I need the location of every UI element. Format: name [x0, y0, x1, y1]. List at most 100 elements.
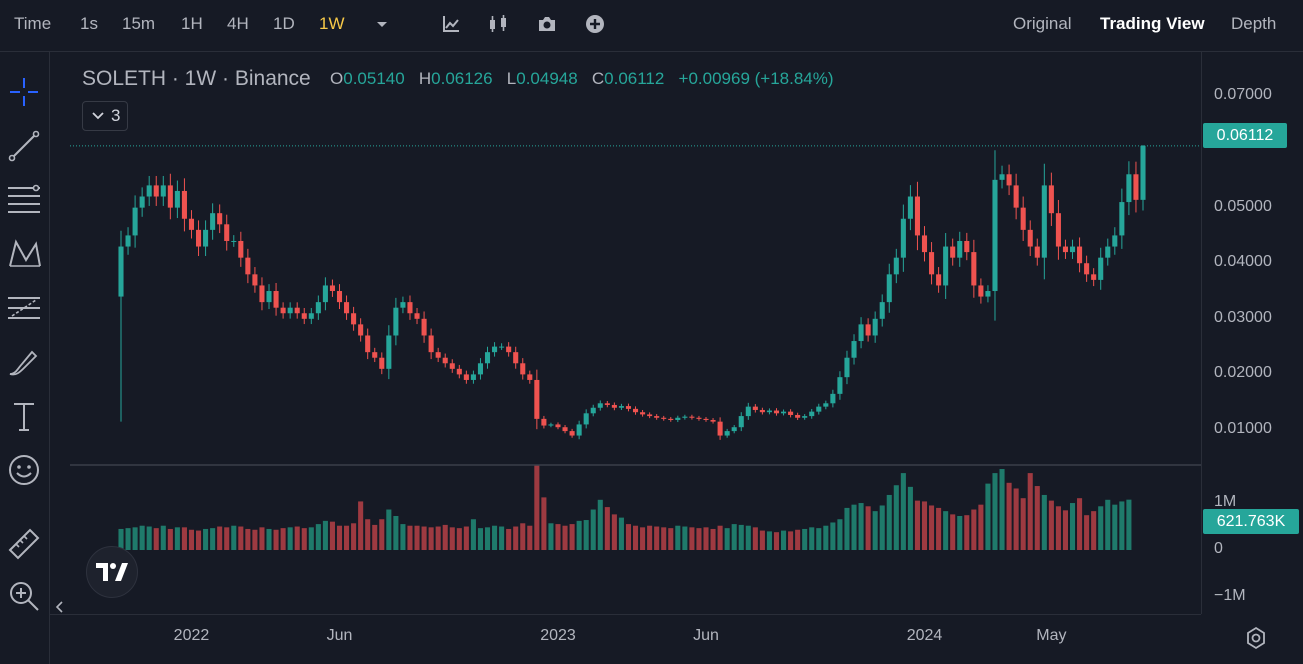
volume-bar [788, 531, 794, 550]
volume-bar [675, 525, 681, 550]
volume-bar [618, 517, 624, 550]
interval-1d[interactable]: 1D [273, 14, 295, 33]
volume-bar [936, 507, 942, 550]
interval-4h[interactable]: 4H [227, 14, 249, 33]
view-original[interactable]: Original [1013, 14, 1072, 33]
volume-bar [583, 520, 589, 550]
volume-bar [640, 527, 646, 550]
candle-body [950, 246, 956, 258]
volume-bar [287, 527, 293, 550]
pattern-icon[interactable] [6, 236, 42, 272]
candle-body [668, 418, 674, 420]
collapse-toolbar-icon[interactable] [54, 600, 66, 614]
time-tick: May [1036, 627, 1067, 644]
candle-body [210, 213, 216, 230]
candle-body [921, 235, 928, 253]
volume-bar [752, 527, 758, 550]
candle-body [773, 410, 780, 414]
candle-body [1105, 246, 1111, 258]
candle-body [344, 302, 350, 314]
time-axis[interactable] [50, 614, 1201, 664]
volume-bar [929, 505, 935, 550]
candle-body [583, 413, 589, 425]
volume-bar [893, 485, 899, 550]
view-depth[interactable]: Depth [1231, 14, 1277, 33]
candle-body [280, 307, 286, 314]
indicator-count: 3 [111, 106, 121, 125]
volume-bar [379, 519, 385, 550]
volume-bar [224, 527, 230, 550]
volume-bar [1069, 503, 1076, 550]
candle-body [301, 313, 307, 319]
trend-line-icon[interactable] [6, 128, 42, 164]
candle-body [865, 324, 871, 336]
horizontal-lines-icon[interactable] [6, 182, 42, 218]
volume-bar [1105, 499, 1111, 550]
candle-body [238, 240, 244, 258]
indicator-icon[interactable] [440, 13, 462, 35]
emoji-icon[interactable] [6, 452, 42, 488]
volume-bar [280, 528, 286, 550]
candle-body [188, 218, 195, 230]
fib-icon[interactable] [6, 290, 42, 326]
indicators-toggle-button[interactable]: 3 [82, 101, 128, 131]
plus-circle-icon[interactable] [584, 13, 606, 35]
crosshair-icon[interactable] [6, 74, 42, 110]
candle-body [978, 285, 984, 297]
interval-1w[interactable]: 1W [319, 14, 345, 33]
candle-body [484, 352, 491, 364]
interval-1h[interactable]: 1H [181, 14, 203, 33]
low-key: L [506, 69, 517, 88]
volume-bar [1112, 504, 1118, 550]
candle-body [802, 416, 808, 418]
zoom-icon[interactable] [6, 578, 42, 614]
change-value: +0.00969 (+18.84%) [678, 69, 834, 88]
text-icon[interactable] [6, 398, 42, 434]
brush-icon[interactable] [6, 344, 42, 380]
candle-body [992, 179, 998, 292]
last-price-label: 0.06112 [1203, 123, 1287, 148]
interval-15m[interactable]: 15m [122, 14, 156, 33]
candle-body [308, 313, 314, 319]
camera-icon[interactable] [536, 13, 558, 35]
chevron-down-icon[interactable] [371, 13, 393, 35]
volume-bar [569, 524, 575, 550]
candle-body [844, 357, 850, 378]
candle-body [463, 374, 469, 380]
time-button[interactable]: Time [14, 14, 52, 33]
candle-body [576, 424, 582, 436]
volume-bar [844, 507, 850, 550]
volume-bar [759, 530, 765, 550]
candle-body [1133, 174, 1139, 200]
ruler-icon[interactable] [6, 524, 42, 560]
candle-body [1048, 185, 1054, 214]
price-tick: 0.07000 [1214, 86, 1272, 104]
candle-body [745, 406, 751, 417]
time-tick: 2023 [540, 627, 576, 644]
volume-bar [188, 529, 195, 550]
volume-bar [710, 528, 716, 550]
volume-bar [506, 528, 512, 550]
volume-bar [724, 528, 730, 550]
interval-1s[interactable]: 1s [80, 14, 98, 33]
volume-bar [407, 525, 413, 550]
volume-bar [872, 511, 878, 550]
candle-body [1034, 246, 1040, 258]
candle-body [499, 346, 505, 348]
price-tick: 0.04000 [1214, 253, 1272, 271]
candle-body [858, 324, 864, 342]
volume-bar [428, 527, 434, 550]
candle-body [386, 335, 392, 369]
volume-last-label: 621.763K [1203, 509, 1299, 534]
view-trading-view[interactable]: Trading View [1100, 14, 1205, 33]
volume-bar [484, 527, 491, 550]
candle-type-icon[interactable] [487, 13, 509, 35]
candle-body [470, 374, 476, 380]
volume-bar [576, 520, 582, 550]
volume-bar [146, 526, 152, 550]
settings-icon[interactable] [1243, 625, 1269, 651]
volume-bar [689, 527, 695, 550]
tradingview-logo[interactable] [86, 546, 138, 598]
price-axis[interactable] [1201, 52, 1303, 614]
